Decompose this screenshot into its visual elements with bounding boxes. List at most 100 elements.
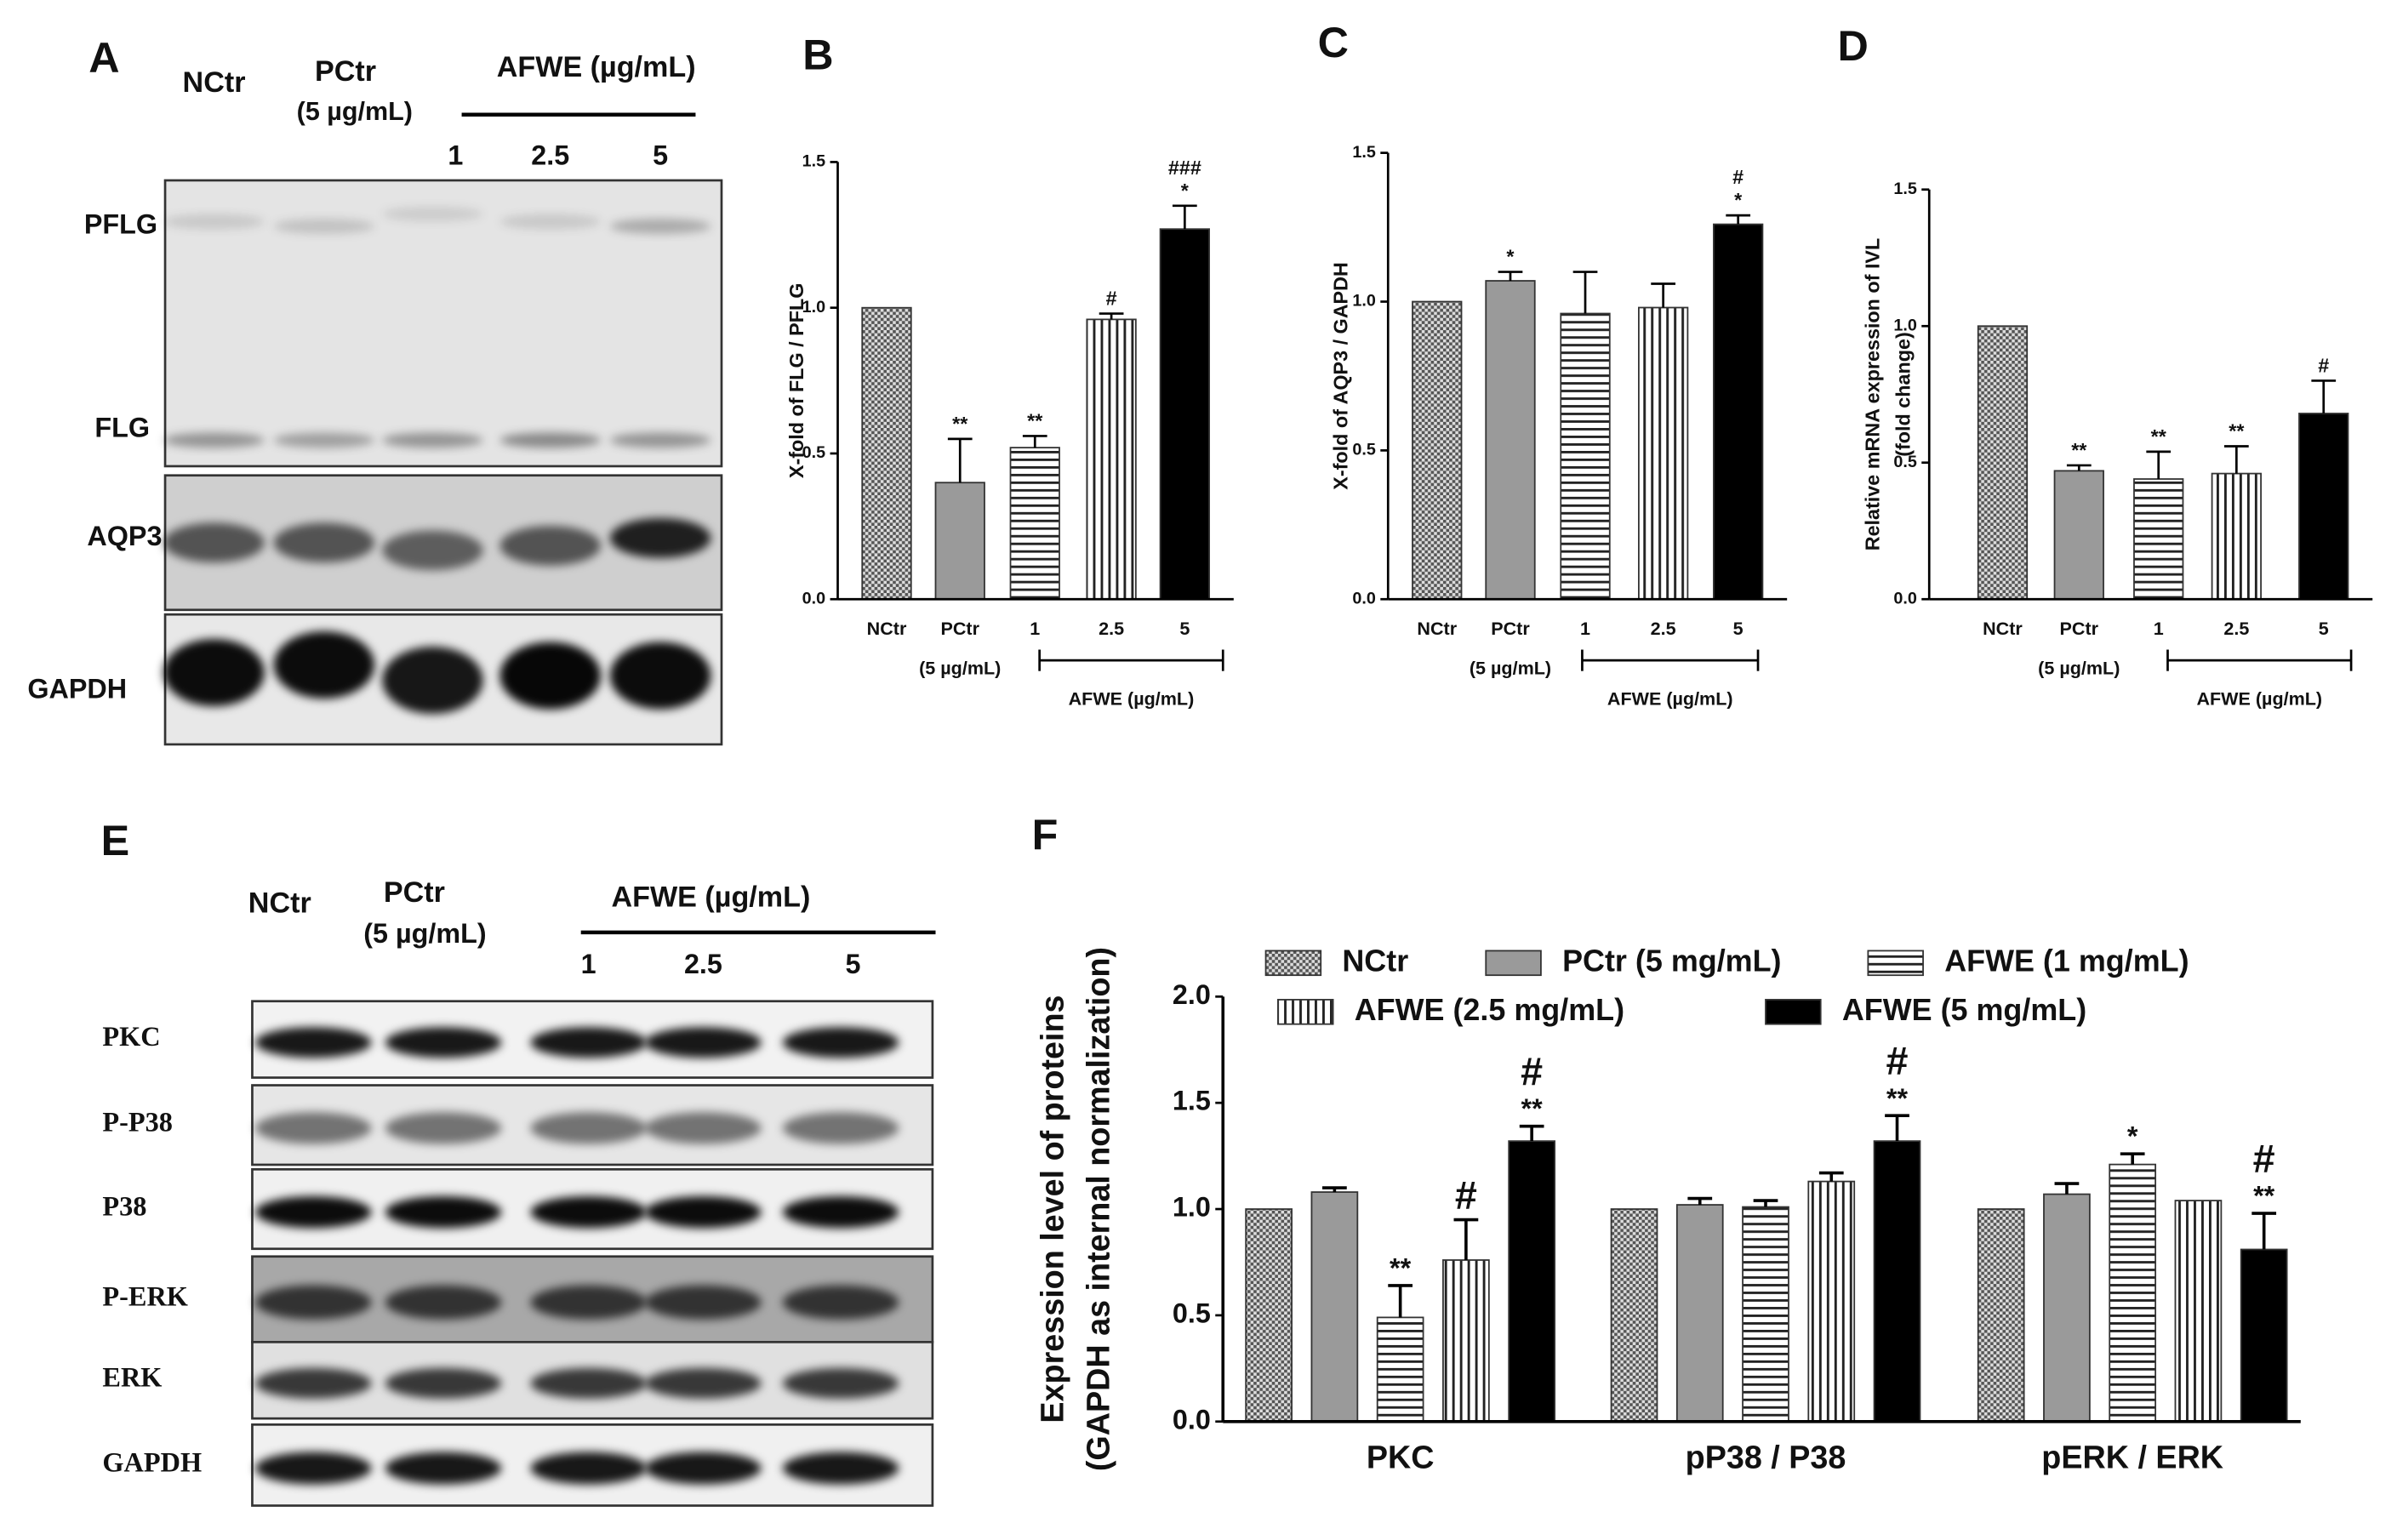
bar — [1742, 1206, 1789, 1423]
y-tick-label: 0.0 — [1352, 589, 1375, 607]
band — [782, 1027, 899, 1058]
band — [382, 206, 483, 222]
bar — [2174, 1200, 2223, 1423]
significance: ** — [2151, 425, 2167, 448]
x-tick-label: NCtr — [1983, 618, 2023, 639]
significance: ** — [2253, 1181, 2275, 1212]
significance: # — [1732, 166, 1744, 188]
x-tick-label: 2.5 — [1099, 618, 1124, 639]
band — [782, 1195, 899, 1229]
band — [385, 1367, 502, 1399]
x-tick-label: pP38 / P38 — [1686, 1440, 1846, 1475]
bar — [2053, 470, 2104, 601]
y-tick-label: 0.5 — [1173, 1298, 1211, 1328]
bar — [1977, 325, 2029, 601]
band — [255, 1112, 372, 1144]
band — [499, 214, 602, 230]
band — [273, 218, 375, 234]
x-tick-label: 5 — [1179, 618, 1190, 639]
band — [645, 1285, 762, 1320]
row-label: GAPDH — [102, 1446, 202, 1477]
band — [255, 1452, 372, 1485]
x-tick-label: PKC — [1367, 1440, 1435, 1475]
legend-swatch — [1485, 950, 1542, 977]
panel-letter: E — [101, 816, 130, 864]
bar — [1485, 280, 1536, 601]
significance: # — [1886, 1038, 1909, 1082]
bar — [1009, 447, 1060, 601]
band — [385, 1027, 502, 1058]
significance: * — [1506, 246, 1515, 268]
lane-label: PCtr — [315, 55, 376, 88]
band — [609, 218, 711, 234]
band — [530, 1367, 647, 1399]
x-tick-label: 5 — [1733, 618, 1744, 639]
row-label: ERK — [102, 1362, 162, 1393]
significance: ** — [2071, 439, 2087, 461]
x-tick-label: PCtr — [2060, 618, 2099, 639]
y-axis-label: (GAPDH as internal normalization) — [1080, 947, 1116, 1471]
legend-swatch — [1867, 950, 1924, 977]
row-label: P-P38 — [102, 1107, 173, 1138]
lane-label: PCtr — [384, 876, 445, 909]
dose-label: 5 — [845, 949, 860, 979]
bar — [861, 306, 912, 601]
y-tick-label: 0.5 — [1352, 441, 1375, 459]
dose-label: 5 — [653, 140, 668, 171]
bar — [1086, 318, 1137, 601]
band — [530, 1112, 647, 1144]
significance: # — [2318, 354, 2329, 376]
bar — [1610, 1208, 1658, 1423]
y-axis-label: (fold change) — [1892, 332, 1915, 457]
significance: * — [2127, 1121, 2138, 1152]
bar — [1977, 1208, 2025, 1423]
significance: ** — [2229, 419, 2245, 442]
legend-label: PCtr (5 mg/mL) — [1562, 943, 1781, 978]
bar — [1807, 1180, 1856, 1423]
x-tick-label: PCtr — [1491, 618, 1530, 639]
y-tick-label: 0.5 — [1893, 453, 1916, 471]
bar — [1675, 1204, 1724, 1423]
panel-letter: B — [802, 31, 833, 79]
bar — [2109, 1163, 2157, 1423]
x-tick-label: 2.5 — [2223, 618, 2249, 639]
band — [163, 214, 265, 230]
x-tick-label: NCtr — [1417, 618, 1457, 639]
band — [499, 642, 602, 710]
panel-letter: D — [1837, 21, 1868, 70]
treatment-label: AFWE (µg/mL) — [497, 51, 696, 83]
band — [255, 1367, 372, 1399]
band — [530, 1452, 647, 1485]
band — [255, 1027, 372, 1058]
band — [609, 518, 711, 558]
legend-label: AFWE (5 mg/mL) — [1842, 992, 2086, 1027]
band — [782, 1452, 899, 1485]
lane-dose: (5 µg/mL) — [363, 918, 486, 949]
bar — [2043, 1193, 2091, 1423]
band — [782, 1112, 899, 1144]
significance: ** — [952, 413, 968, 435]
legend-label: AFWE (2.5 mg/mL) — [1355, 992, 1624, 1027]
legend-label: AFWE (1 mg/mL) — [1944, 943, 2189, 978]
band — [609, 642, 711, 710]
bar — [2211, 472, 2262, 601]
bar — [2298, 413, 2349, 601]
dose-label: 1 — [448, 140, 463, 171]
y-tick-label: 1.0 — [802, 298, 825, 317]
bar — [1638, 306, 1689, 601]
band — [782, 1367, 899, 1399]
group-label: AFWE (µg/mL) — [1069, 687, 1195, 709]
row-label: P38 — [102, 1190, 146, 1221]
legend-label: NCtr — [1342, 943, 1408, 978]
legend-swatch — [1765, 999, 1822, 1025]
x-tick-label: 1 — [1030, 618, 1040, 639]
y-tick-label: 0.5 — [802, 443, 825, 462]
band — [255, 1285, 372, 1320]
y-tick-label: 0.0 — [1173, 1404, 1211, 1434]
row-label: P-ERK — [102, 1280, 188, 1311]
band — [782, 1285, 899, 1320]
row-label: FLG — [94, 412, 150, 442]
bar — [2133, 478, 2184, 601]
y-tick-label: 1.5 — [1173, 1086, 1211, 1116]
